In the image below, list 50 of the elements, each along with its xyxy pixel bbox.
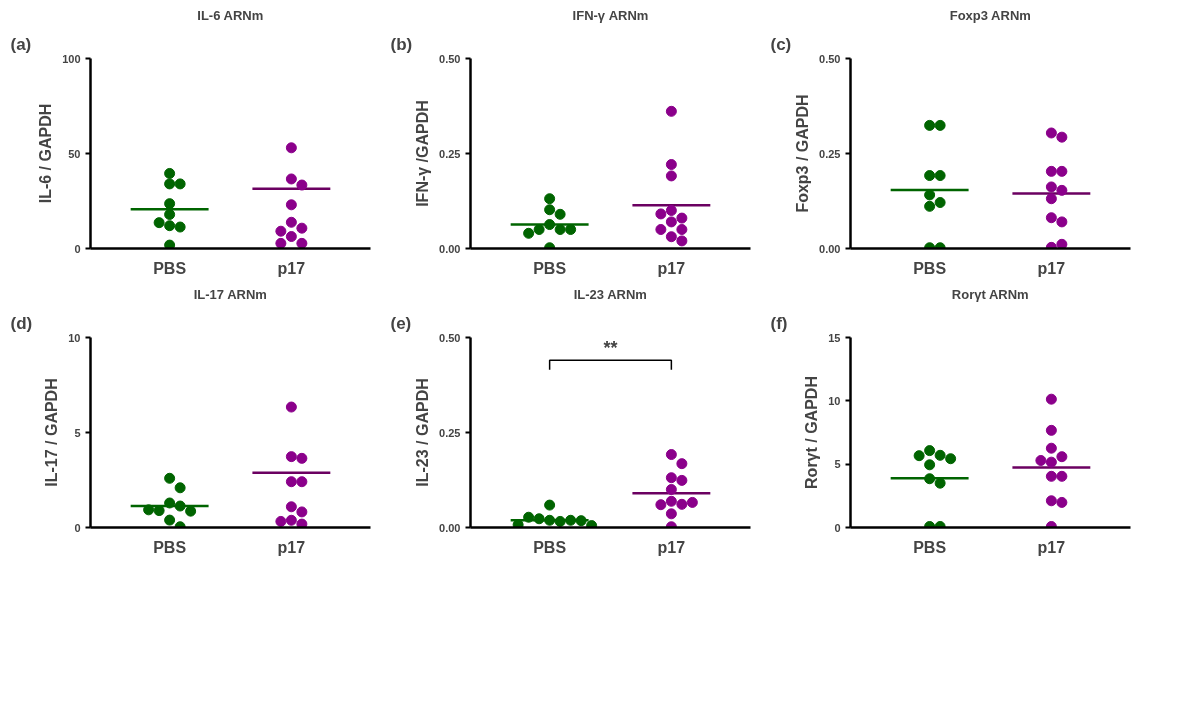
y-tick-label: 0.25 [819, 147, 841, 160]
chart-title: IFN-γ ARNm [572, 7, 649, 23]
y-axis-title: IL-6 / GAPDH [37, 103, 55, 204]
text: (d) [10, 313, 33, 333]
y-tick-label: 0.50 [819, 52, 841, 65]
chart-title: IL-23 ARNm [573, 286, 647, 302]
x-tick-label: PBS [913, 259, 947, 277]
chart-title: IL-6 ARNm [197, 7, 264, 23]
y-tick-label: 0.25 [439, 426, 461, 439]
y-axis-title: IL-17 / GAPDH [43, 378, 61, 487]
y-tick-label: 100 [62, 52, 81, 65]
x-tick-label: p17 [277, 259, 306, 277]
x-tick-label: PBS [533, 259, 567, 277]
y-axis-title: IFN-γ /GAPDH [414, 100, 432, 207]
y-tick-label: 0.25 [439, 147, 461, 160]
y-tick-label: 0 [834, 521, 841, 534]
x-tick-label: p17 [1037, 538, 1066, 556]
x-tick-label: PBS [153, 259, 187, 277]
y-tick-label: 0.50 [439, 52, 461, 65]
y-tick-label: 0.00 [819, 242, 841, 255]
chart-title: IL-17 ARNm [193, 286, 267, 302]
x-tick-label: p17 [657, 538, 686, 556]
text: (e) [390, 313, 412, 333]
y-tick-label: 10 [68, 331, 81, 344]
y-tick-label: 0 [74, 521, 81, 534]
y-tick-label: 5 [74, 426, 81, 439]
text: (f) [770, 313, 788, 333]
x-tick-label: p17 [657, 259, 686, 277]
y-tick-label: 50 [68, 147, 81, 160]
y-axis-title: Rorγt / GAPDH [803, 376, 821, 489]
x-tick-label: p17 [277, 538, 306, 556]
chart-title: Foxp3 ARNm [949, 7, 1031, 23]
text: (c) [770, 34, 792, 54]
y-tick-label: 10 [828, 394, 841, 407]
y-tick-label: 0.00 [439, 242, 461, 255]
annotation: ** [603, 338, 618, 359]
y-tick-label: 0.00 [439, 521, 461, 534]
y-tick-label: 0.50 [439, 331, 461, 344]
x-tick-label: p17 [1037, 259, 1066, 277]
y-tick-label: 5 [834, 458, 841, 471]
y-tick-label: 15 [828, 331, 841, 344]
text: (b) [390, 34, 413, 54]
y-axis-title: IL-23 / GAPDH [414, 378, 432, 487]
x-tick-label: PBS [913, 538, 947, 556]
chart-title: Rorγt ARNm [951, 286, 1029, 302]
y-tick-label: 0 [74, 242, 81, 255]
y-axis-title: Foxp3 / GAPDH [794, 94, 812, 213]
x-tick-label: PBS [533, 538, 567, 556]
text: (a) [10, 34, 32, 54]
x-tick-label: PBS [153, 538, 187, 556]
